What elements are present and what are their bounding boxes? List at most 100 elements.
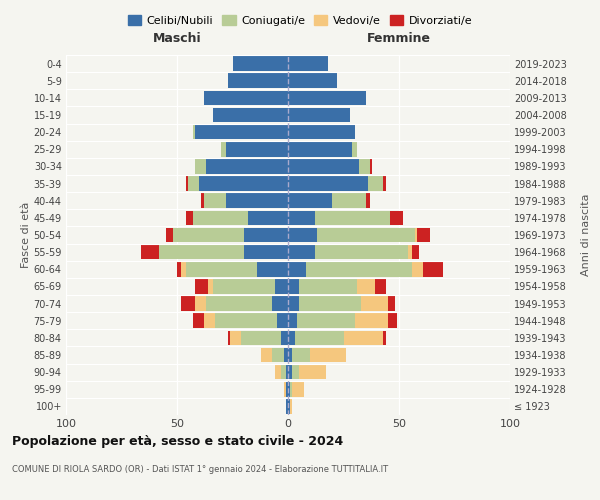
Bar (142, 245, 159, 260)
Bar (343, 330, 383, 345)
Bar (193, 314, 203, 328)
Bar (412, 262, 424, 276)
Bar (390, 210, 403, 225)
Bar (288, 296, 299, 311)
Bar (383, 330, 386, 345)
Bar (206, 159, 288, 174)
Bar (288, 279, 299, 293)
Bar (228, 330, 230, 345)
Bar (299, 279, 357, 293)
Bar (357, 279, 374, 293)
Bar (215, 314, 277, 328)
Bar (292, 382, 304, 396)
Bar (317, 228, 415, 242)
Bar (159, 245, 244, 260)
Bar (314, 210, 390, 225)
Bar (272, 348, 284, 362)
Bar (299, 296, 361, 311)
Bar (288, 194, 332, 208)
Bar (284, 348, 288, 362)
Bar (288, 74, 337, 88)
Bar (355, 314, 388, 328)
Bar (368, 176, 383, 191)
Bar (230, 330, 241, 345)
Bar (228, 74, 288, 88)
Bar (288, 90, 366, 105)
Bar (188, 176, 199, 191)
Bar (212, 108, 288, 122)
Bar (286, 382, 288, 396)
Bar (284, 382, 286, 396)
Bar (359, 159, 370, 174)
Bar (248, 210, 288, 225)
Bar (275, 279, 288, 293)
Bar (288, 245, 314, 260)
Bar (195, 296, 206, 311)
Bar (186, 176, 188, 191)
Bar (370, 159, 373, 174)
Bar (424, 262, 443, 276)
Bar (290, 382, 292, 396)
Bar (288, 228, 317, 242)
Bar (288, 176, 368, 191)
Bar (332, 194, 366, 208)
Bar (186, 210, 193, 225)
Bar (388, 296, 395, 311)
Bar (202, 194, 203, 208)
Bar (177, 262, 181, 276)
Bar (203, 194, 226, 208)
Bar (288, 348, 292, 362)
Bar (272, 296, 288, 311)
Bar (383, 176, 386, 191)
Text: Popolazione per età, sesso e stato civile - 2024: Popolazione per età, sesso e stato civil… (12, 435, 343, 448)
Bar (281, 330, 288, 345)
Bar (292, 365, 299, 380)
Bar (412, 245, 419, 260)
Bar (288, 399, 290, 413)
Text: COMUNE DI RIOLA SARDO (OR) - Dati ISTAT 1° gennaio 2024 - Elaborazione TUTTITALI: COMUNE DI RIOLA SARDO (OR) - Dati ISTAT … (12, 465, 388, 474)
Bar (206, 296, 272, 311)
Bar (195, 279, 208, 293)
Bar (203, 314, 215, 328)
Bar (352, 142, 357, 156)
Bar (366, 194, 370, 208)
Bar (166, 228, 173, 242)
Bar (244, 228, 288, 242)
Bar (408, 245, 412, 260)
Bar (208, 279, 212, 293)
Bar (295, 330, 343, 345)
Bar (314, 245, 408, 260)
Bar (288, 142, 352, 156)
Bar (203, 90, 288, 105)
Bar (288, 262, 306, 276)
Bar (286, 399, 288, 413)
Bar (288, 159, 359, 174)
Bar (173, 228, 244, 242)
Bar (212, 279, 275, 293)
Bar (297, 314, 355, 328)
Y-axis label: Anni di nascita: Anni di nascita (581, 194, 591, 276)
Bar (288, 330, 295, 345)
Bar (277, 314, 288, 328)
Bar (233, 56, 288, 71)
Bar (195, 159, 206, 174)
Bar (281, 365, 286, 380)
Bar (288, 365, 292, 380)
Bar (275, 365, 281, 380)
Bar (195, 125, 288, 140)
Bar (244, 245, 288, 260)
Bar (221, 142, 226, 156)
Bar (226, 142, 288, 156)
Bar (299, 365, 326, 380)
Bar (288, 108, 350, 122)
Bar (310, 348, 346, 362)
Bar (288, 210, 314, 225)
Bar (257, 262, 288, 276)
Bar (288, 56, 328, 71)
Bar (288, 382, 290, 396)
Bar (361, 296, 388, 311)
Bar (199, 176, 288, 191)
Bar (286, 365, 288, 380)
Y-axis label: Fasce di età: Fasce di età (20, 202, 31, 268)
Bar (181, 296, 195, 311)
